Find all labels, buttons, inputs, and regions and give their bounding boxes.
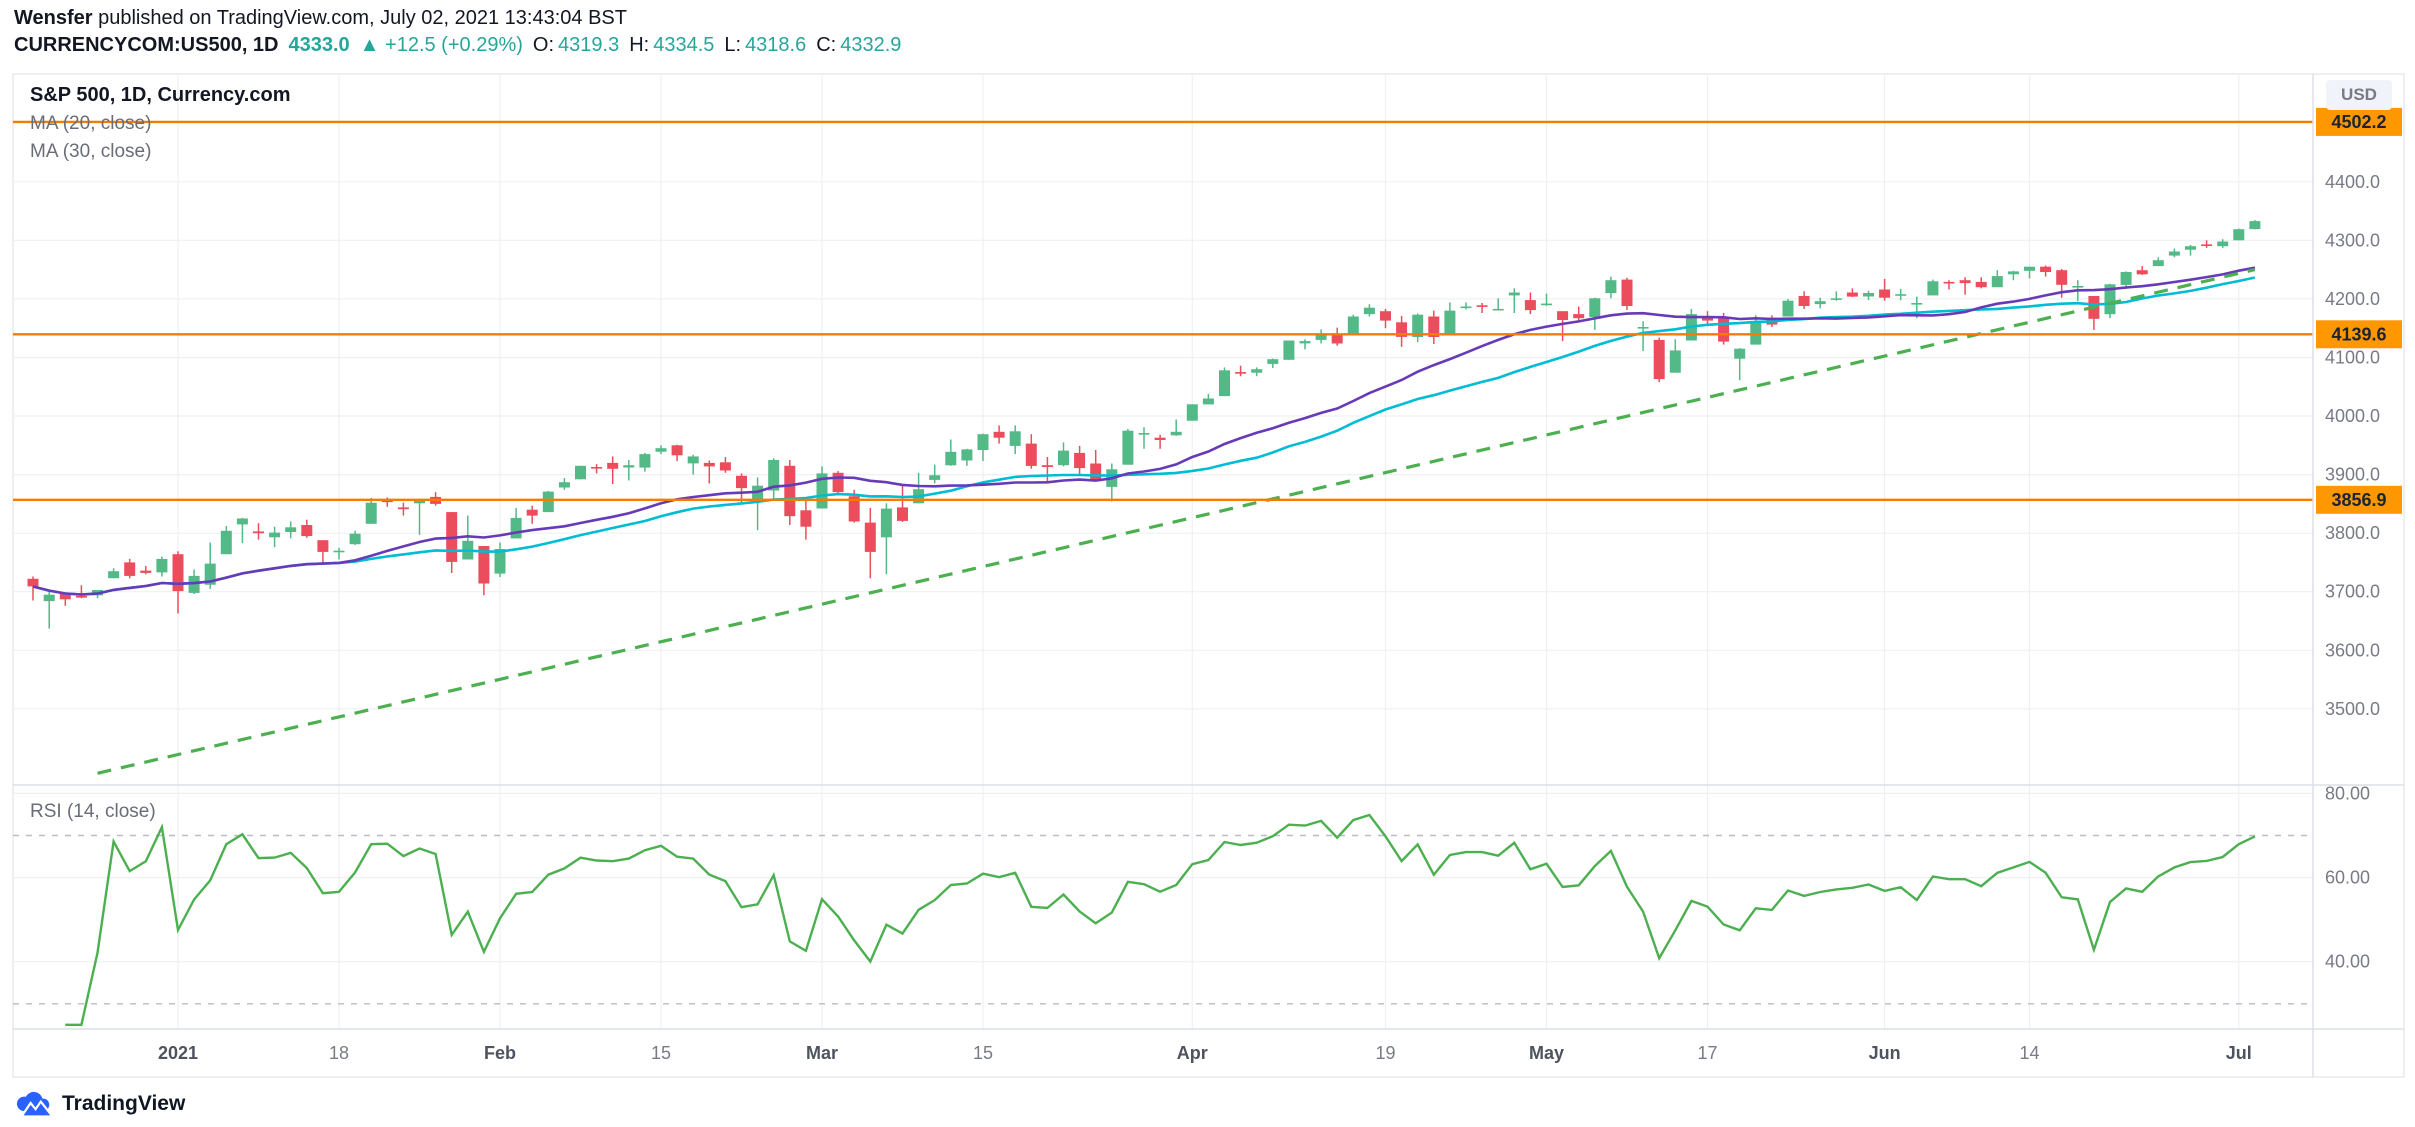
low-readout: L: 4318.6 [724, 34, 807, 56]
price-gridlines [13, 181, 2313, 710]
svg-text:4300.0: 4300.0 [2325, 230, 2380, 250]
price-change: ▲ +12.5 (+0.29%) [359, 34, 523, 56]
svg-text:4200.0: 4200.0 [2325, 289, 2380, 309]
svg-text:2021: 2021 [158, 1043, 198, 1063]
svg-text:3600.0: 3600.0 [2325, 640, 2380, 660]
svg-text:4502.2: 4502.2 [2331, 112, 2386, 132]
candlesticks[interactable] [27, 220, 2261, 629]
rsi-line[interactable] [65, 813, 2256, 1027]
svg-text:17: 17 [1697, 1043, 1717, 1063]
ma20-legend[interactable]: MA (20, close) [30, 113, 152, 134]
symbol-name: CURRENCYCOM:US500, 1D [14, 34, 279, 56]
svg-text:4000.0: 4000.0 [2325, 406, 2380, 426]
high-readout: H: 4334.5 [629, 34, 715, 56]
svg-text:4100.0: 4100.0 [2325, 348, 2380, 368]
rsi-legend[interactable]: RSI (14, close) [30, 801, 156, 822]
svg-text:4400.0: 4400.0 [2325, 172, 2380, 192]
symbol-ohlc-line: CURRENCYCOM:US500, 1D 4333.0 ▲ +12.5 (+0… [14, 34, 901, 57]
svg-text:May: May [1529, 1043, 1564, 1063]
svg-text:18: 18 [329, 1043, 349, 1063]
ma30-line[interactable] [32, 276, 2256, 596]
trendline[interactable] [97, 268, 2256, 775]
svg-text:4139.6: 4139.6 [2331, 324, 2386, 344]
svg-text:Mar: Mar [806, 1043, 838, 1063]
svg-text:Apr: Apr [1177, 1043, 1208, 1063]
last-price: 4333.0 [288, 34, 350, 56]
price-axis[interactable]: 4400.0 4300.0 4200.0 4100.0 4000.0 3900.0 3800… [2325, 172, 2380, 972]
chart-legend-title[interactable]: S&P 500, 1D, Currency.com [30, 84, 291, 106]
svg-text:Feb: Feb [484, 1043, 516, 1063]
currency-button[interactable]: USD [2326, 80, 2392, 110]
attribution-line: Wensfer published on TradingView.com, Ju… [14, 7, 627, 30]
footer-brand: TradingView [12, 1090, 185, 1117]
svg-text:Jun: Jun [1869, 1043, 1901, 1063]
svg-text:15: 15 [973, 1043, 993, 1063]
rsi-gridlines [13, 792, 2313, 1005]
vertical-gridlines [177, 74, 2240, 1029]
svg-text:19: 19 [1375, 1043, 1395, 1063]
tradingview-logo [16, 1091, 54, 1117]
author-name: Wensfer [14, 7, 93, 29]
svg-text:80.00: 80.00 [2325, 783, 2370, 803]
svg-text:14: 14 [2019, 1043, 2039, 1063]
svg-text:3800.0: 3800.0 [2325, 523, 2380, 543]
ma30-legend[interactable]: MA (30, close) [30, 141, 152, 162]
svg-text:15: 15 [651, 1043, 671, 1063]
horizontal-price-lines[interactable] [13, 120, 2313, 501]
svg-text:3500.0: 3500.0 [2325, 699, 2380, 719]
ma20-line[interactable] [32, 266, 2256, 596]
svg-text:3856.9: 3856.9 [2331, 490, 2386, 510]
svg-text:Jul: Jul [2226, 1043, 2252, 1063]
price-line-badges: 4502.2 4139.6 3856.9 [2316, 107, 2402, 514]
brand-name: TradingView [62, 1091, 186, 1115]
svg-text:40.00: 40.00 [2325, 952, 2370, 972]
time-axis[interactable]: 2021 18 Feb 15 Mar 15 Apr 19 May 17 Jun 14 Jul [158, 1043, 2252, 1063]
svg-text:3700.0: 3700.0 [2325, 582, 2380, 602]
svg-text:60.00: 60.00 [2325, 868, 2370, 888]
close-readout: C: 4332.9 [816, 34, 902, 56]
open-readout: O: 4319.3 [532, 34, 620, 56]
published-text: published on TradingView.com, July 02, 2… [92, 7, 627, 29]
svg-text:3900.0: 3900.0 [2325, 465, 2380, 485]
